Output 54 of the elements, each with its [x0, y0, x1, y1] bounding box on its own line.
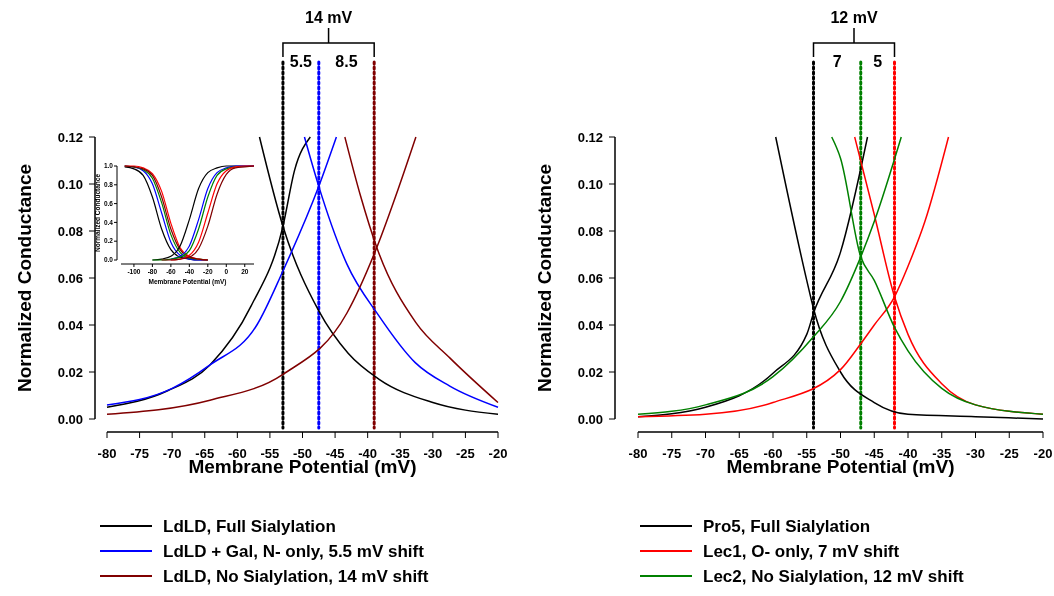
y-tick-label: 0.04	[57, 317, 84, 333]
legend-label: Lec1, O- only, 7 mV shift	[703, 541, 900, 561]
x-tick-label: -55	[260, 446, 280, 461]
x-tick-label: -75	[130, 446, 149, 461]
y-tick-label: 0.12	[577, 129, 603, 145]
y-axis-title: Normalized Conductance	[14, 163, 35, 393]
y-tick-label: 0.02	[577, 364, 603, 380]
y-axis-title: Normalized Conductance	[534, 163, 555, 393]
x-tick-label: -20	[488, 446, 508, 461]
x-tick-label: -45	[864, 446, 884, 461]
x-tick-label: -55	[797, 446, 817, 461]
legend-label: Lec2, No Sialylation, 12 mV shift	[703, 566, 965, 586]
x-tick-label: -25	[456, 446, 475, 461]
text: 5.5	[289, 53, 313, 70]
text: 12 mV	[830, 9, 878, 26]
text: 7	[832, 53, 842, 70]
x-tick-label: -70	[162, 446, 182, 461]
y-tick-label: 0.04	[577, 317, 604, 333]
x-tick-label: -60	[763, 446, 783, 461]
x-tick-label: -80	[97, 446, 117, 461]
text: 8.5	[335, 53, 358, 70]
x-tick-label: -70	[696, 446, 715, 461]
x-tick-label: -60	[227, 446, 247, 461]
x-tick-label: -80	[628, 446, 648, 461]
text: 5	[873, 53, 883, 70]
legend-label: Pro5, Full Sialylation	[703, 516, 871, 536]
x-tick-label: -50	[293, 446, 312, 461]
legend-label: LdLD, No Sialylation, 14 mV shift	[163, 566, 429, 586]
y-tick-label: 0.00	[577, 411, 603, 427]
x-tick-label: -40	[898, 446, 918, 461]
x-tick-label: -35	[390, 446, 410, 461]
x-tick-label: -20	[1033, 446, 1053, 461]
x-tick-label: -75	[662, 446, 682, 461]
y-tick-label: 0.08	[57, 223, 83, 239]
legend-label: LdLD, Full Sialylation	[163, 516, 336, 536]
x-tick-label: -30	[966, 446, 985, 461]
x-tick-label: -65	[729, 446, 749, 461]
legend-label: LdLD + Gal, N- only, 5.5 mV shift	[163, 541, 425, 561]
x-tick-label: -50	[831, 446, 850, 461]
y-tick-label: 0.10	[577, 176, 603, 192]
y-tick-label: 0.06	[577, 270, 603, 286]
y-tick-label: 0.02	[57, 364, 83, 380]
y-tick-label: 0.10	[57, 176, 83, 192]
text: 14 mV	[305, 9, 353, 26]
x-tick-label: -25	[999, 446, 1019, 461]
x-tick-label: -35	[932, 446, 952, 461]
y-tick-label: 0.08	[577, 223, 603, 239]
x-tick-label: -30	[423, 446, 443, 461]
x-tick-label: -65	[195, 446, 215, 461]
y-tick-label: 0.06	[57, 270, 83, 286]
y-tick-label: 0.12	[57, 129, 83, 145]
y-tick-label: 0.00	[57, 411, 83, 427]
x-tick-label: -45	[325, 446, 345, 461]
x-tick-label: -40	[358, 446, 378, 461]
